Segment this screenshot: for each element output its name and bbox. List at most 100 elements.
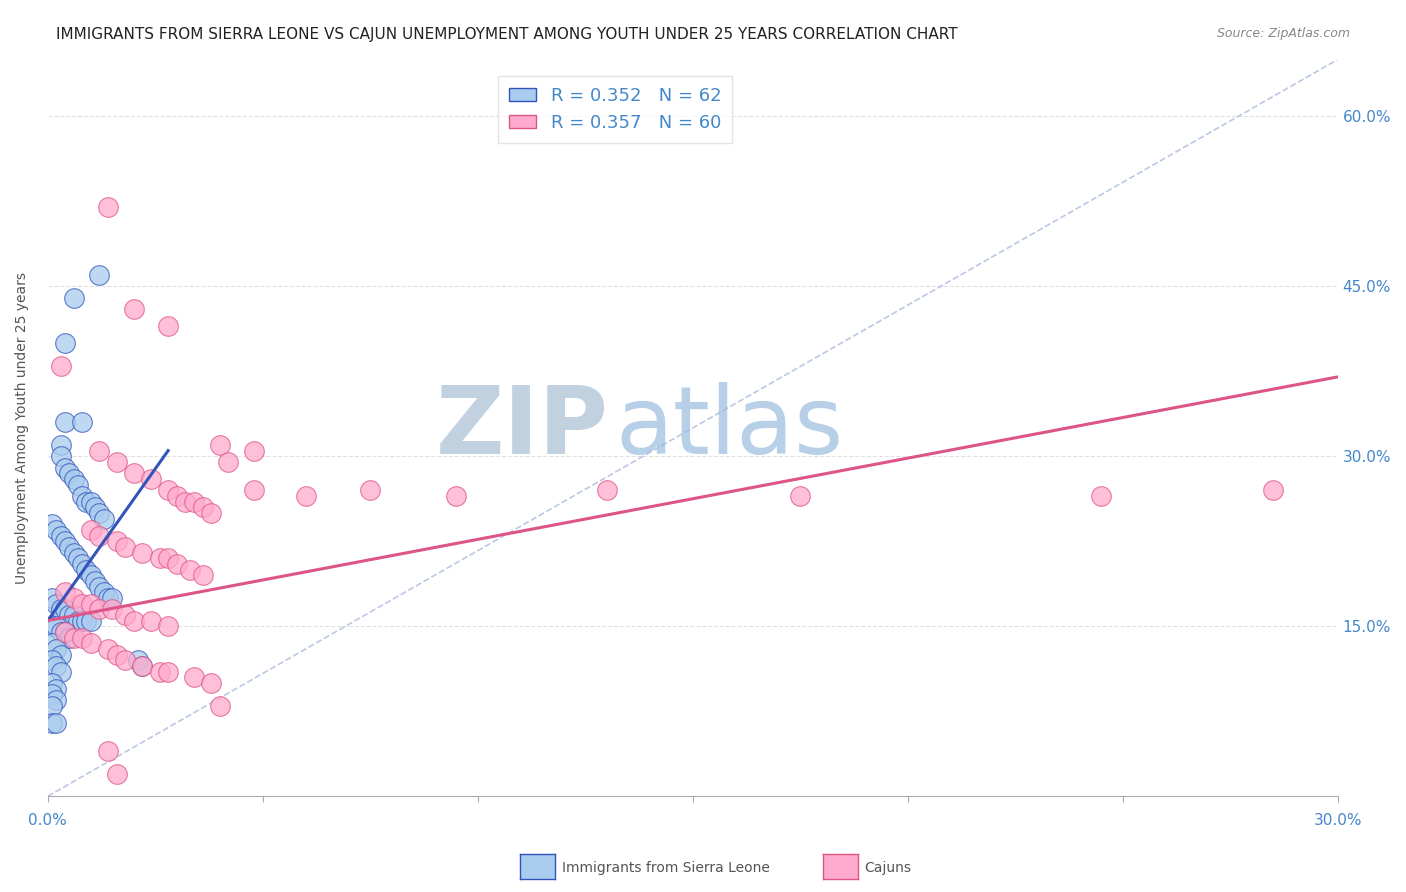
Point: [157, 551, 180, 566]
Point: [97, 591, 120, 605]
Point: [1263, 483, 1285, 498]
Point: [157, 483, 180, 498]
Point: [49, 602, 72, 616]
Point: [93, 585, 115, 599]
Point: [53, 602, 76, 616]
Point: [62, 607, 84, 622]
Point: [105, 534, 128, 549]
Point: [208, 438, 231, 452]
Point: [58, 540, 80, 554]
Point: [70, 631, 93, 645]
Point: [191, 568, 214, 582]
Point: [62, 631, 84, 645]
Point: [41, 653, 63, 667]
Text: ZIP: ZIP: [436, 382, 609, 474]
Point: [66, 477, 89, 491]
Point: [114, 540, 136, 554]
Point: [62, 472, 84, 486]
Point: [53, 585, 76, 599]
Point: [105, 455, 128, 469]
Point: [45, 681, 67, 696]
Point: [200, 676, 222, 690]
Point: [62, 591, 84, 605]
Point: [89, 602, 111, 616]
Point: [89, 506, 111, 520]
Point: [49, 528, 72, 542]
Point: [122, 301, 145, 316]
Point: [66, 614, 89, 628]
Point: [174, 494, 197, 508]
Point: [80, 494, 103, 508]
Point: [131, 659, 153, 673]
Point: [80, 597, 103, 611]
Point: [45, 659, 67, 673]
Point: [75, 614, 97, 628]
Point: [122, 467, 145, 481]
Point: [157, 665, 180, 679]
Y-axis label: Unemployment Among Youth under 25 years: Unemployment Among Youth under 25 years: [15, 272, 30, 584]
Point: [80, 614, 103, 628]
Point: [166, 557, 188, 571]
Point: [49, 648, 72, 662]
Point: [131, 546, 153, 560]
Point: [41, 715, 63, 730]
Point: [93, 511, 115, 525]
Point: [75, 494, 97, 508]
Point: [114, 607, 136, 622]
Point: [66, 551, 89, 566]
Point: [70, 557, 93, 571]
Point: [58, 467, 80, 481]
Point: [41, 591, 63, 605]
Point: [105, 648, 128, 662]
Point: [58, 631, 80, 645]
Text: IMMIGRANTS FROM SIERRA LEONE VS CAJUN UNEMPLOYMENT AMONG YOUTH UNDER 25 YEARS CO: IMMIGRANTS FROM SIERRA LEONE VS CAJUN UN…: [56, 27, 957, 42]
Point: [127, 653, 149, 667]
Point: [41, 619, 63, 633]
Point: [53, 415, 76, 429]
Point: [89, 443, 111, 458]
Point: [49, 665, 72, 679]
Point: [444, 489, 467, 503]
Point: [53, 335, 76, 350]
Point: [45, 642, 67, 657]
Point: [45, 619, 67, 633]
Point: [41, 676, 63, 690]
Point: [80, 523, 103, 537]
Point: [45, 693, 67, 707]
Point: [789, 489, 811, 503]
Point: [70, 415, 93, 429]
Point: [45, 523, 67, 537]
Point: [58, 607, 80, 622]
Point: [139, 614, 162, 628]
Point: [179, 563, 201, 577]
Point: [45, 597, 67, 611]
Text: Immigrants from Sierra Leone: Immigrants from Sierra Leone: [562, 861, 770, 875]
Point: [49, 438, 72, 452]
Point: [45, 715, 67, 730]
Point: [101, 602, 124, 616]
Point: [49, 359, 72, 373]
Point: [105, 766, 128, 780]
Point: [122, 614, 145, 628]
Point: [70, 597, 93, 611]
Point: [41, 687, 63, 701]
Point: [80, 568, 103, 582]
Point: [62, 546, 84, 560]
Text: atlas: atlas: [616, 382, 844, 474]
Point: [294, 489, 316, 503]
Point: [49, 624, 72, 639]
Point: [97, 744, 120, 758]
Point: [148, 551, 170, 566]
Point: [70, 489, 93, 503]
Point: [166, 489, 188, 503]
Point: [62, 291, 84, 305]
Text: Source: ZipAtlas.com: Source: ZipAtlas.com: [1216, 27, 1350, 40]
Point: [131, 659, 153, 673]
Point: [359, 483, 381, 498]
Point: [157, 318, 180, 333]
Legend: R = 0.352   N = 62, R = 0.357   N = 60: R = 0.352 N = 62, R = 0.357 N = 60: [498, 76, 733, 143]
Point: [208, 698, 231, 713]
Point: [84, 500, 107, 515]
Point: [101, 591, 124, 605]
Point: [70, 614, 93, 628]
